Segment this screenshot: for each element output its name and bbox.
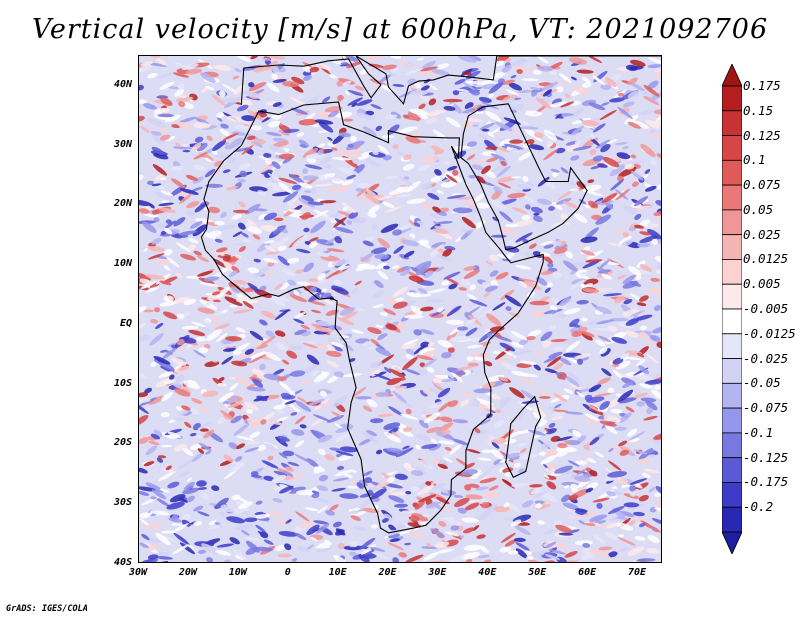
colorbar-swatch [722,358,742,384]
europe-coastline [240,56,661,106]
colorbar-level-label: 0.0125 [743,251,789,267]
colorbar-level-label: -0.1 [743,424,774,440]
grads-credit: GrADS: IGES/COLA [6,604,88,614]
colorbar-swatch [722,259,742,285]
colorbar-level-label: 0.15 [743,102,774,118]
colorbar-swatch [722,457,742,483]
lat-tick-label: 30S [113,497,132,509]
colorbar-level-label: -0.075 [743,400,789,416]
colorbar-level-label: -0.005 [743,301,789,316]
colorbar-swatch [722,110,742,136]
colorbar-swatch [722,308,742,335]
plot-title: Vertical velocity [m/s] at 600hPa, VT: 2… [31,14,769,45]
colorbar-level-label: -0.2 [743,499,774,515]
colorbar-level-label: 0.125 [743,127,781,143]
colorbar-level-label: 0.1 [743,152,766,168]
lat-tick-label: 10S [113,377,132,389]
colorbar-level-label: -0.125 [743,449,789,465]
colorbar-swatch [722,184,742,211]
colorbar-level-label: -0.175 [743,474,789,490]
map-panel [138,55,662,563]
colorbar-level-label: -0.05 [743,375,781,391]
lon-tick-label: 40E [478,567,497,578]
colorbar-swatch [722,135,742,161]
africa-coastline [200,101,544,534]
colorbar-swatch [722,283,742,310]
madagascar-coastline [505,395,542,479]
lon-tick-label: 10W [228,567,247,578]
colorbar-swatch [722,506,742,533]
lon-tick-label: 30E [428,567,447,578]
colorbar-swatch [722,482,742,508]
colorbar-level-label: -0.025 [743,350,789,366]
colorbar [722,64,742,554]
lon-tick-label: 30W [128,567,148,578]
colorbar-swatch [722,382,742,409]
lon-tick-label: 70E [628,567,647,578]
lon-tick-label: 50E [528,567,547,578]
lat-tick-label: 10N [113,258,132,270]
lat-tick-label: EQ [119,317,132,329]
colorbar-swatch [722,407,742,434]
lon-tick-label: 20E [378,567,397,578]
colorbar-swatch [722,209,742,236]
arabia-coastline [460,103,588,251]
lat-tick-label: 30N [113,138,132,150]
colorbar-level-label: 0.05 [743,201,774,217]
colorbar-level-label: 0.075 [743,177,781,193]
lon-tick-label: 0 [284,567,291,578]
lat-tick-label: 20N [113,198,132,210]
map-field [139,56,661,562]
colorbar-over-triangle [722,64,742,87]
colorbar-level-label: 0.025 [743,226,781,242]
lon-tick-label: 10E [328,567,347,578]
colorbar-swatch [722,159,742,186]
colorbar-swatch [722,85,742,112]
colorbar-level-label: 0.175 [743,78,781,93]
lon-tick-label: 20W [178,567,197,578]
colorbar-under-triangle [722,531,742,554]
colorbar-swatch [722,234,742,260]
lat-tick-label: 20S [113,437,132,449]
colorbar-level-label: 0.005 [743,276,781,292]
lat-tick-label: 40S [113,557,132,568]
lat-tick-label: 40N [113,78,132,90]
colorbar-swatch [722,333,742,359]
colorbar-swatch [722,432,742,459]
colorbar-level-label: -0.0125 [743,325,796,341]
lon-tick-label: 60E [578,567,597,578]
